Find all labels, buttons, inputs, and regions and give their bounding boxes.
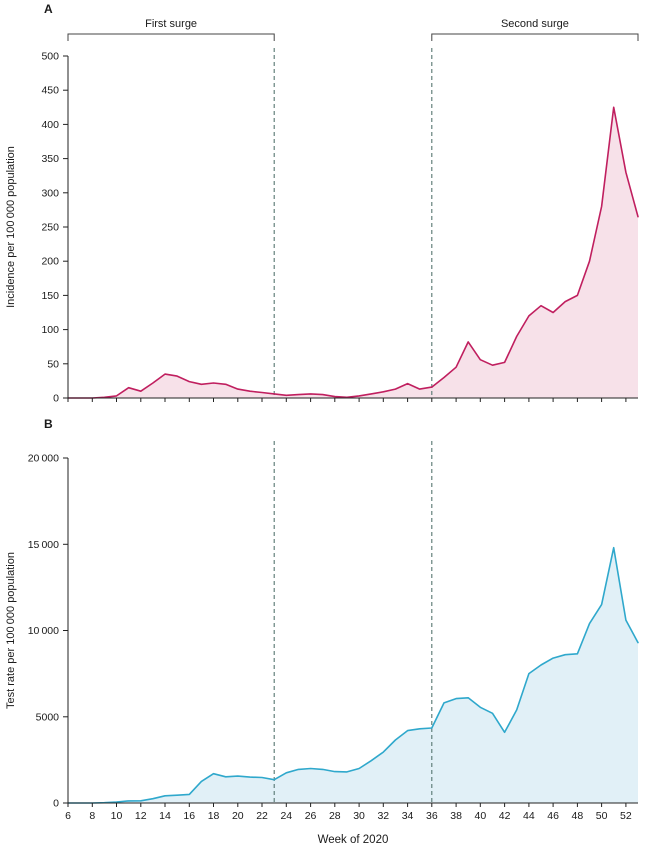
surge-bracket (67, 33, 275, 41)
y-tick-label: 500 (41, 51, 59, 63)
x-tick-label: 24 (280, 810, 292, 822)
y-tick-label: 15 000 (28, 539, 59, 551)
y-tick-label: 5000 (36, 711, 60, 723)
x-tick-label: 32 (377, 810, 389, 822)
y-tick-label: 150 (41, 290, 59, 302)
y-tick-label: 20 000 (28, 453, 59, 465)
y-tick-label: 250 (41, 222, 59, 234)
surge-bracket-label: Second surge (501, 18, 569, 30)
y-tick-label: 100 (41, 324, 59, 336)
y-axis-title: Test rate per 100 000 population (5, 552, 17, 709)
x-tick-label: 6 (65, 810, 71, 822)
incidence-line (67, 106, 639, 399)
x-tick-label: 40 (474, 810, 486, 822)
x-tick-label: 8 (89, 810, 95, 822)
panel-b-label: B (44, 417, 53, 431)
x-tick-label: 10 (111, 810, 123, 822)
x-tick-label: 14 (159, 810, 171, 822)
x-tick-label: 36 (426, 810, 438, 822)
x-tick-label: 30 (353, 810, 365, 822)
x-tick-label: 22 (256, 810, 268, 822)
x-tick-label: 18 (208, 810, 220, 822)
x-tick-label: 42 (499, 810, 511, 822)
y-tick-label: 0 (53, 798, 59, 810)
incidence-area (68, 107, 638, 399)
test-rate-line (67, 546, 639, 804)
x-tick-label: 50 (596, 810, 608, 822)
panel-a-label: A (44, 2, 53, 16)
incidence-chart: 0 50 100 150 200 250 300 350 400 450 500 Incidence … (5, 18, 639, 405)
x-tick-label: 16 (183, 810, 195, 822)
surge-bracket-label: First surge (145, 18, 197, 30)
x-tick-label: 28 (329, 810, 341, 822)
y-tick-label: 10 000 (28, 625, 59, 637)
y-tick-label: 450 (41, 85, 59, 97)
y-tick-label: 50 (47, 358, 59, 370)
y-axis-title: Incidence per 100 000 population (5, 146, 17, 308)
y-tick-label: 400 (41, 119, 59, 131)
x-tick-label: 12 (135, 810, 147, 822)
x-tick-label: 48 (572, 810, 584, 822)
x-tick-label: 34 (402, 810, 414, 822)
surge-bracket (431, 33, 639, 41)
y-tick-label: 0 (53, 393, 59, 405)
x-tick-label: 52 (620, 810, 632, 822)
y-tick-label: 200 (41, 256, 59, 268)
x-tick-label: 44 (523, 810, 535, 822)
x-tick-label: 38 (450, 810, 462, 822)
test-rate-chart: 0 5000 10 000 15 000 20 000 6 8 10 12 14 16 18 20 22 2… (5, 441, 639, 846)
y-tick-label: 300 (41, 187, 59, 199)
y-tick-label: 350 (41, 153, 59, 165)
x-tick-label: 26 (305, 810, 317, 822)
x-tick-label: 46 (547, 810, 559, 822)
test-rate-area (68, 547, 638, 803)
x-axis-title: Week of 2020 (318, 834, 389, 846)
x-tick-label: 20 (232, 810, 244, 822)
